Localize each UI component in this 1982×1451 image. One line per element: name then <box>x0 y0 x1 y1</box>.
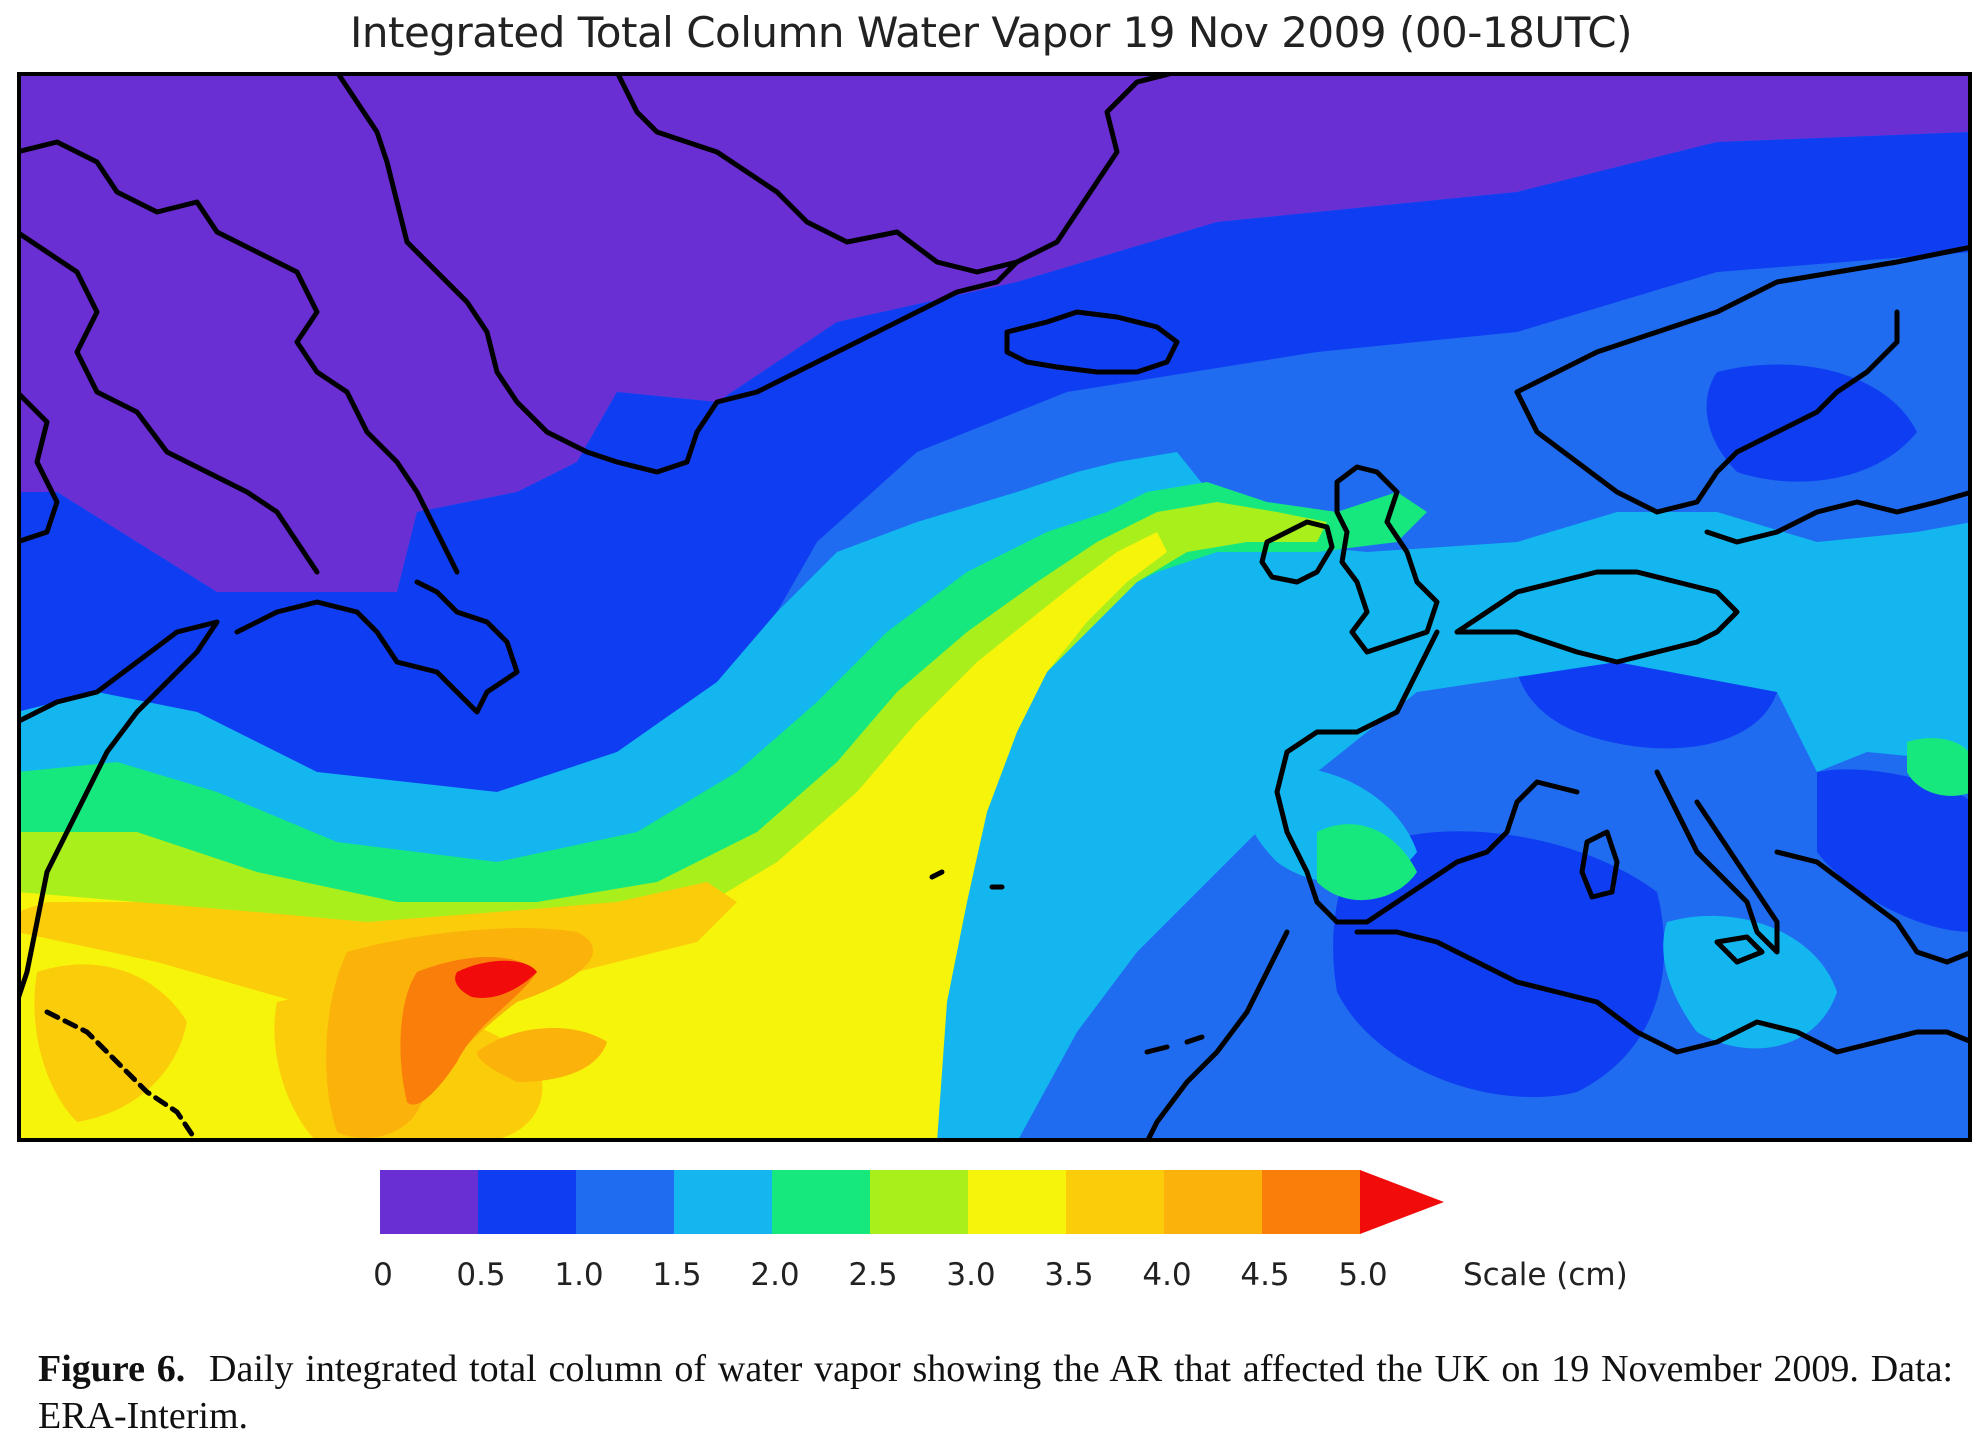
coast-africa <box>1144 929 1290 1142</box>
colorbar-tick-label: 3.5 <box>1044 1257 1094 1293</box>
coast-balkans <box>1774 849 1972 965</box>
field-green-iberia <box>1317 824 1417 901</box>
map-title: Integrated Total Column Water Vapor 19 N… <box>349 8 1633 57</box>
field-darkblue-atlantic <box>17 132 1972 792</box>
coast-azores <box>929 869 1005 890</box>
colorbar-segment <box>1262 1170 1361 1234</box>
coastlines <box>17 72 1972 1142</box>
colorbar-segment <box>1066 1170 1165 1234</box>
colorbar-overflow-arrow <box>1360 1170 1444 1234</box>
colorbar-segment <box>870 1170 969 1234</box>
coast-canada-arctic <box>17 139 460 575</box>
field-orange-gold-2 <box>477 1028 607 1082</box>
coast-baltic <box>1704 489 1972 545</box>
coast-norway-south <box>1514 309 1900 515</box>
coast-britain <box>1334 464 1440 655</box>
map-frame <box>17 72 1972 1142</box>
colorbar-tick-label: 1.5 <box>652 1257 702 1293</box>
colorbar-unit-label: Scale (cm) <box>1463 1257 1628 1293</box>
colorbar-tick-label: 3.0 <box>946 1257 996 1293</box>
coast-scandinavia <box>1514 244 1972 395</box>
colorbar-segment <box>968 1170 1067 1234</box>
coast-greenland-south <box>334 72 1020 475</box>
coast-africa-north <box>1354 929 1972 1055</box>
caption-text: Daily integrated total column of water v… <box>38 1348 1954 1437</box>
field-cyan-se <box>1663 915 1837 1049</box>
coast-ireland <box>1259 519 1335 585</box>
coast-caribbean <box>44 1009 200 1142</box>
field-green-east <box>1907 738 1972 796</box>
coast-europe-west <box>1454 569 1740 665</box>
colorbar-tick-label: 0 <box>373 1257 393 1293</box>
coast-labrador <box>17 389 60 545</box>
water-vapor-map <box>17 72 1972 1142</box>
colorbar-tick-label: 2.5 <box>848 1257 898 1293</box>
coast-us-east <box>17 619 220 1005</box>
field-purple-north <box>17 72 1972 592</box>
colorbar-segment <box>772 1170 871 1234</box>
coast-sardinia <box>1579 829 1620 900</box>
caption-label: Figure 6. <box>38 1348 186 1390</box>
coast-sicily <box>1714 934 1765 965</box>
colorbar-segment <box>674 1170 773 1234</box>
colorbar-tick-label: 5.0 <box>1338 1257 1388 1293</box>
colorbar <box>380 1170 1460 1234</box>
colorbar-segment <box>576 1170 675 1234</box>
field-gold-3 <box>34 964 188 1122</box>
colorbar-tick-label: 0.5 <box>456 1257 506 1293</box>
coast-canaries <box>1144 1034 1205 1055</box>
colorbar-segment <box>478 1170 577 1234</box>
colorbar-tick-label: 4.5 <box>1240 1257 1290 1293</box>
coast-baffin <box>17 229 320 575</box>
figure-caption: Figure 6. Daily integrated total column … <box>38 1346 1953 1440</box>
colorbar-segment <box>380 1170 479 1234</box>
colorbar-tick-label: 1.0 <box>554 1257 604 1293</box>
colorbar-tick-label: 4.0 <box>1142 1257 1192 1293</box>
coast-greenland <box>614 72 1180 275</box>
coast-france-spain <box>1274 629 1580 925</box>
field-red <box>455 960 537 998</box>
colorbar-segment <box>1164 1170 1263 1234</box>
field-darkblue-med <box>1333 831 1665 1098</box>
coast-newfoundland <box>234 579 520 715</box>
coast-italy <box>1654 769 1780 955</box>
coast-iceland <box>1004 309 1180 375</box>
field-darkblue-east <box>1817 769 1972 932</box>
field-darkblue-scand <box>1706 364 1917 482</box>
colorbar-tick-label: 2.0 <box>750 1257 800 1293</box>
